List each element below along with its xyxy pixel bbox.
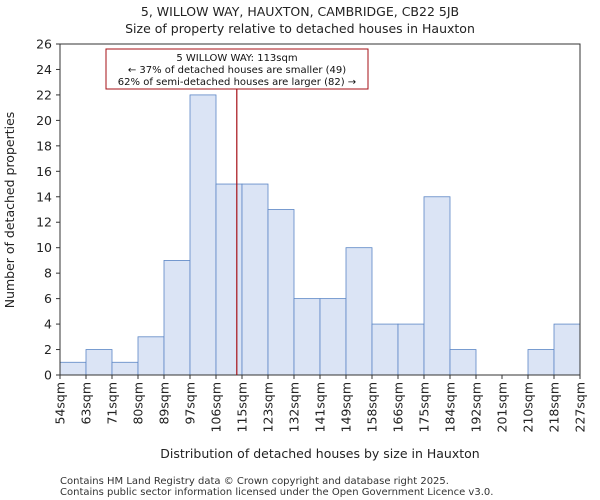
x-tick-label: 97sqm xyxy=(183,382,198,425)
y-tick-label: 18 xyxy=(36,138,52,153)
bar-166sqm xyxy=(397,323,425,376)
x-tick-label: 227sqm xyxy=(573,382,588,432)
x-tick-label: 123sqm xyxy=(261,382,276,432)
annotation-line-1: 5 WILLOW WAY: 113sqm xyxy=(176,53,297,64)
y-tick-label: 16 xyxy=(36,164,52,179)
bar-97sqm xyxy=(189,94,217,376)
x-tick-label: 166sqm xyxy=(391,382,406,432)
y-tick-label: 0 xyxy=(44,368,52,383)
y-tick-label: 26 xyxy=(36,37,52,52)
bar-54sqm xyxy=(59,361,87,376)
x-tick-label: 89sqm xyxy=(157,382,172,425)
bar-218sqm xyxy=(553,323,581,376)
bar-123sqm xyxy=(267,209,295,376)
bar-210sqm xyxy=(527,349,555,376)
annotation-line-3: 62% of semi-detached houses are larger (… xyxy=(118,77,356,88)
x-tick-label: 63sqm xyxy=(79,382,94,425)
annotation-line-2: ← 37% of detached houses are smaller (49… xyxy=(128,65,346,76)
y-tick-label: 2 xyxy=(44,342,52,357)
bar-175sqm xyxy=(423,196,451,376)
bar-71sqm xyxy=(111,361,139,376)
bar-184sqm xyxy=(449,349,477,376)
bar-80sqm xyxy=(137,336,165,376)
x-tick-label: 218sqm xyxy=(547,382,562,432)
x-tick-label: 158sqm xyxy=(365,382,380,432)
x-tick-label: 149sqm xyxy=(339,382,354,432)
y-tick-label: 6 xyxy=(44,291,52,306)
bar-132sqm xyxy=(293,298,321,376)
x-tick-label: 141sqm xyxy=(313,382,328,432)
bars-group xyxy=(59,94,581,376)
y-tick-label: 4 xyxy=(44,317,52,332)
x-tick-label: 210sqm xyxy=(521,382,536,432)
y-axis-label: Number of detached properties xyxy=(2,112,17,309)
bar-89sqm xyxy=(163,260,191,376)
annotation-box: 5 WILLOW WAY: 113sqm ← 37% of detached h… xyxy=(105,48,369,90)
plot-frame xyxy=(59,43,581,376)
annotation-frame xyxy=(105,48,369,90)
y-tick-label: 14 xyxy=(36,189,52,204)
chart-subtitle: Size of property relative to detached ho… xyxy=(125,21,475,36)
x-axis-label: Distribution of detached houses by size … xyxy=(160,446,479,461)
x-tick-label: 80sqm xyxy=(131,382,146,425)
y-tick-label: 10 xyxy=(36,240,52,255)
x-tick-label: 106sqm xyxy=(209,382,224,432)
bar-115sqm xyxy=(241,183,269,376)
x-tick-label: 175sqm xyxy=(417,382,432,432)
y-tick-label: 22 xyxy=(36,87,52,102)
bar-63sqm xyxy=(85,349,113,376)
x-tick-label: 201sqm xyxy=(495,382,510,432)
x-tick-label: 192sqm xyxy=(469,382,484,432)
x-tick-label: 54sqm xyxy=(53,382,68,425)
y-tick-label: 24 xyxy=(36,62,52,77)
x-tick-label: 115sqm xyxy=(235,382,250,432)
bar-149sqm xyxy=(345,247,373,376)
x-tick-label: 71sqm xyxy=(105,382,120,425)
footer-line-2: Contains public sector information licen… xyxy=(60,487,493,498)
y-tick-label: 8 xyxy=(44,266,52,281)
y-tick-label: 12 xyxy=(36,215,52,230)
bar-106sqm xyxy=(215,183,243,376)
x-ticks-group: 54sqm 63sqm 71sqm 80sqm 89sqm 97sqm 106sqm 115s… xyxy=(53,375,588,432)
x-tick-label: 132sqm xyxy=(287,382,302,432)
y-tick-label: 20 xyxy=(36,113,52,128)
footer-line-1: Contains HM Land Registry data © Crown c… xyxy=(60,476,449,487)
x-tick-label: 184sqm xyxy=(443,382,458,432)
chart-title: 5, WILLOW WAY, HAUXTON, CAMBRIDGE, CB22 … xyxy=(141,4,459,19)
bar-141sqm xyxy=(319,298,347,376)
bar-158sqm xyxy=(371,323,399,376)
